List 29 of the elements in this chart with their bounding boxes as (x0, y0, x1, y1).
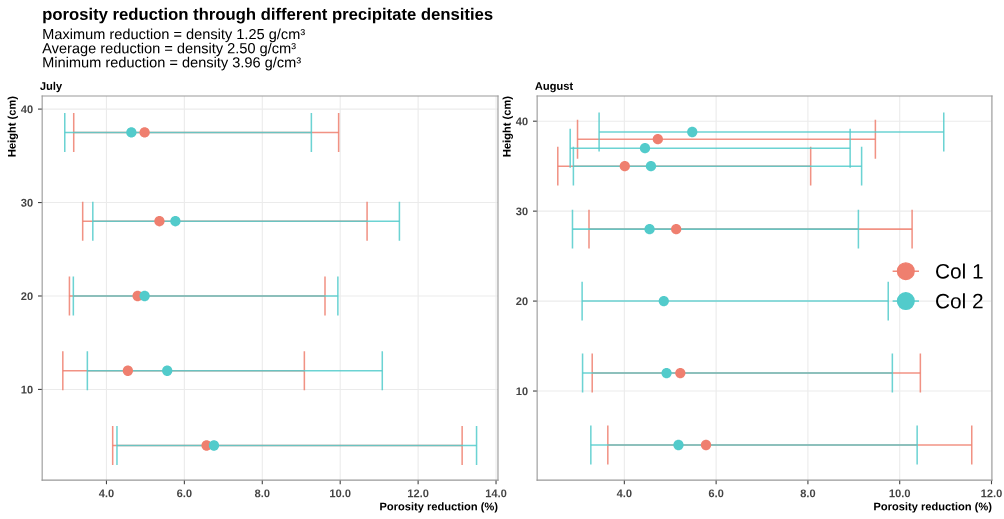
y-tick-label: 20 (21, 292, 33, 301)
x-tick-label: 6.0 (708, 489, 724, 498)
text: August (535, 82, 573, 93)
x-tick-label: 8.0 (254, 489, 270, 498)
y-tick-label: 20 (516, 297, 528, 306)
text: July (40, 81, 63, 93)
y-tick-label: 40 (20, 105, 33, 114)
chart-title: porosity reduction through different precipitate densities (43, 7, 493, 24)
y-tick-label: 40 (515, 117, 528, 126)
x-tick-label: 10.0 (889, 489, 911, 498)
x-tick-label: 6.0 (177, 489, 192, 498)
y-axis-title: Height (cm) (502, 96, 513, 157)
x-tick-label: 10.0 (330, 489, 351, 498)
y-tick-label: 30 (21, 198, 33, 207)
chart-subtitle: Maximum reduction = density 1.25 g/cm³ Average reduction = density 2.50 g/cm³ Minimum reduction = density 3.96 g/cm³ (42, 28, 305, 71)
y-tick-label: 10 (516, 387, 528, 396)
x-tick-label: 12.0 (981, 489, 1002, 498)
x-tick-label: 14.0 (485, 489, 507, 498)
legend-label: Col 1 (936, 263, 983, 279)
x-axis-title: Porosity reduction (%) (380, 502, 498, 513)
y-tick-label: 10 (21, 385, 33, 394)
x-tick-label: 8.0 (800, 489, 816, 498)
x-axis-title: Porosity reduction (%) (874, 502, 992, 513)
y-axis-title: Height (cm) (7, 96, 18, 157)
x-tick-label: 12.0 (408, 489, 429, 498)
x-tick-label: 4.0 (616, 489, 632, 498)
legend-label: Col 2 (936, 293, 983, 309)
x-tick-label: 4.0 (98, 489, 114, 498)
y-tick-label: 30 (516, 207, 528, 216)
